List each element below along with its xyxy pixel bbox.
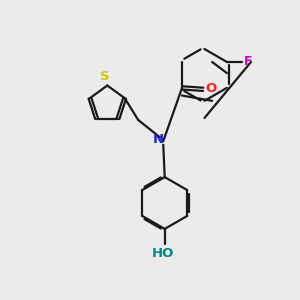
Text: N: N [152, 133, 164, 146]
Text: O: O [205, 82, 217, 95]
Text: S: S [100, 70, 110, 83]
Text: HO: HO [152, 247, 174, 260]
Text: F: F [244, 56, 253, 68]
